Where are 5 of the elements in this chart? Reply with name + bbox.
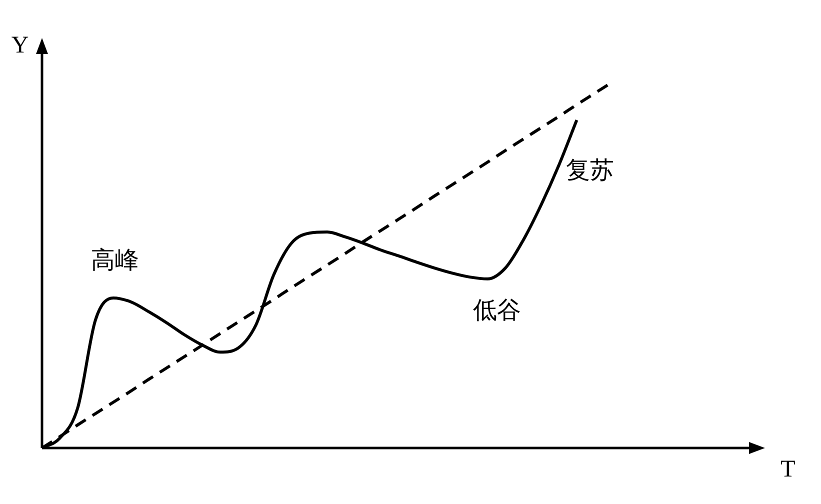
y-axis-title: Y [11, 32, 29, 58]
annotation: 高峰 [91, 246, 139, 274]
annotation: 复苏 [566, 156, 614, 184]
annotation: 低谷 [473, 296, 521, 324]
x-axis-title: T [780, 456, 796, 482]
